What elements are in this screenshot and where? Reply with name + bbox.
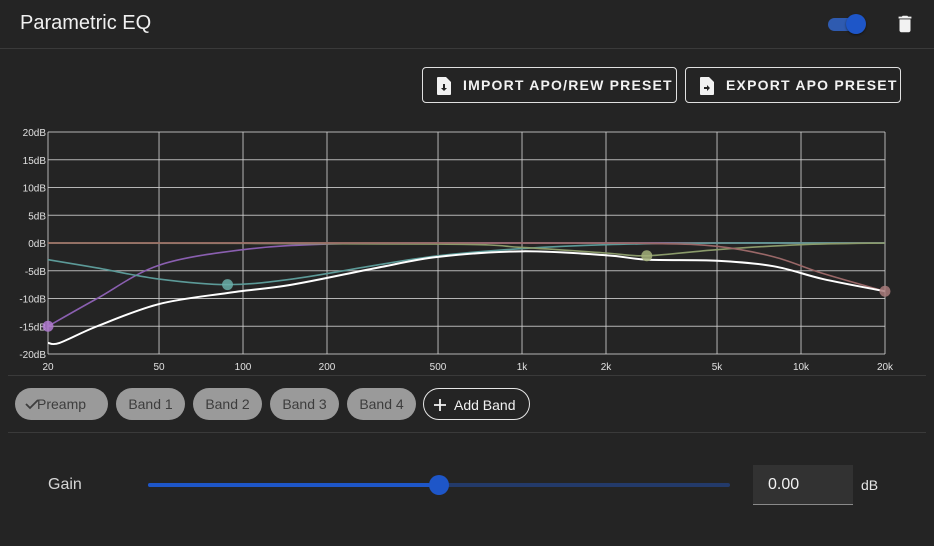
band-chips: Preamp Band 1 Band 2 Band 3 Band 4 Add B… [0,386,934,426]
y-tick-label: 10dB [23,184,47,195]
y-tick-label: 0dB [28,239,46,250]
export-preset-button[interactable]: EXPORT APO PRESET [685,67,901,103]
y-tick-label: -20dB [19,350,46,361]
eq-enable-toggle[interactable] [826,14,866,34]
band-chip-1[interactable]: Band 1 [116,388,185,420]
band-chip-2[interactable]: Band 2 [193,388,262,420]
x-tick-label: 200 [319,362,336,373]
y-tick-label: 20dB [23,128,47,139]
band-handle-2[interactable] [641,250,653,262]
band-chip-3-label: Band 3 [282,396,327,412]
slider-fill [148,483,439,487]
band-chip-4-label: Band 4 [359,396,404,412]
y-tick-label: -5dB [25,267,46,278]
x-tick-label: 2k [601,362,613,373]
file-import-icon [437,77,451,95]
gain-unit: dB [861,477,879,493]
band-handle-3[interactable] [879,285,891,297]
x-tick-label: 20k [877,362,894,373]
y-tick-label: -10dB [19,295,46,306]
add-band-button[interactable]: Add Band [423,388,530,420]
x-tick-label: 500 [430,362,447,373]
import-preset-label: IMPORT APO/REW PRESET [463,77,673,93]
band-handle-1[interactable] [222,279,234,291]
gain-value-input[interactable] [753,465,853,505]
x-tick-label: 10k [793,362,810,373]
plus-icon [434,399,446,411]
y-tick-label: -15dB [19,322,46,333]
band-chip-2-label: Band 2 [205,396,250,412]
x-tick-label: 50 [153,362,165,373]
section-divider [8,432,926,433]
band-chip-1-label: Band 1 [128,396,173,412]
file-export-icon [700,77,714,95]
gain-label: Gain [48,476,82,493]
chart-divider [8,375,926,376]
x-tick-label: 20 [42,362,54,373]
band-chip-4[interactable]: Band 4 [347,388,416,420]
band-chip-3[interactable]: Band 3 [270,388,339,420]
band-handles[interactable] [42,250,891,332]
x-tick-label: 5k [712,362,724,373]
band-chip-preamp-label: Preamp [37,396,87,412]
panel-title: Parametric EQ [20,12,152,34]
slider-thumb[interactable] [429,475,449,495]
import-preset-button[interactable]: IMPORT APO/REW PRESET [422,67,677,103]
gain-slider[interactable] [148,474,730,496]
add-band-label: Add Band [454,397,516,413]
x-axis-labels: 20 50 100 200 500 1k 2k 5k 10k 20k [42,362,894,373]
y-tick-label: 5dB [28,211,46,222]
x-tick-label: 100 [235,362,252,373]
eq-response-chart[interactable]: 20dB 15dB 10dB 5dB 0dB -5dB -10dB -15dB -20dB 20… [0,120,934,380]
band-handle-0[interactable] [42,320,54,332]
toggle-knob [846,14,866,34]
check-icon [25,399,39,410]
trash-icon[interactable] [894,13,916,35]
eq-curve-2 [47,242,885,286]
eq-curve-5 [47,250,886,346]
y-tick-label: 15dB [23,156,47,167]
y-axis-labels: 20dB 15dB 10dB 5dB 0dB -5dB -10dB -15dB -20dB [19,128,46,361]
panel-header: Parametric EQ [0,0,934,49]
eq-curve-1 [47,242,885,327]
x-tick-label: 1k [517,362,529,373]
chart-curves [47,242,886,346]
eq-curve-4 [47,242,886,293]
export-preset-label: EXPORT APO PRESET [726,77,898,93]
band-chip-preamp[interactable]: Preamp [15,388,108,420]
